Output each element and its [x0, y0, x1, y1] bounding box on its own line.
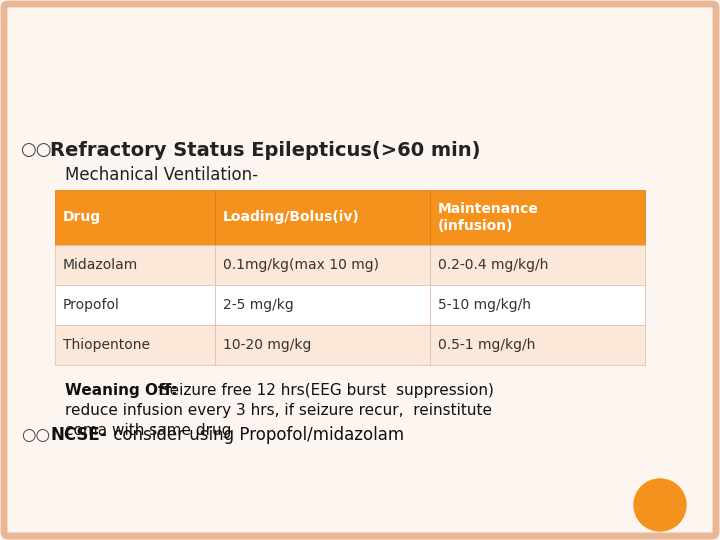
Bar — [430, 285, 645, 325]
Bar — [55, 245, 215, 285]
Text: 10-20 mg/kg: 10-20 mg/kg — [223, 338, 311, 352]
Text: Weaning Off:: Weaning Off: — [65, 383, 178, 398]
Bar — [215, 325, 430, 365]
Text: Midazolam: Midazolam — [63, 258, 138, 272]
Bar — [215, 245, 430, 285]
Text: coma with same drug: coma with same drug — [65, 423, 231, 438]
FancyBboxPatch shape — [4, 4, 716, 536]
Text: NCSE-: NCSE- — [50, 426, 107, 444]
Text: ○○: ○○ — [22, 426, 50, 444]
Text: ○○: ○○ — [20, 141, 52, 159]
Text: 2-5 mg/kg: 2-5 mg/kg — [223, 298, 294, 312]
Text: Drug: Drug — [63, 211, 101, 225]
Text: Maintenance
(infusion): Maintenance (infusion) — [438, 202, 539, 233]
Text: 5-10 mg/kg/h: 5-10 mg/kg/h — [438, 298, 531, 312]
Bar — [55, 325, 215, 365]
Text: consider using Propofol/midazolam: consider using Propofol/midazolam — [108, 426, 404, 444]
Bar — [55, 285, 215, 325]
Text: Loading/Bolus(iv): Loading/Bolus(iv) — [223, 211, 360, 225]
Bar — [430, 325, 645, 365]
Bar — [215, 285, 430, 325]
Circle shape — [634, 479, 686, 531]
Bar — [430, 190, 645, 245]
Text: Refractory Status Epilepticus(>60 min): Refractory Status Epilepticus(>60 min) — [50, 140, 480, 159]
Text: reduce infusion every 3 hrs, if seizure recur,  reinstitute: reduce infusion every 3 hrs, if seizure … — [65, 403, 492, 418]
Bar — [430, 245, 645, 285]
Text: Thiopentone: Thiopentone — [63, 338, 150, 352]
Text: 0.1mg/kg(max 10 mg): 0.1mg/kg(max 10 mg) — [223, 258, 379, 272]
Text: 0.2-0.4 mg/kg/h: 0.2-0.4 mg/kg/h — [438, 258, 549, 272]
Bar — [55, 190, 215, 245]
Text: 0.5-1 mg/kg/h: 0.5-1 mg/kg/h — [438, 338, 536, 352]
Text: Propofol: Propofol — [63, 298, 120, 312]
Bar — [215, 190, 430, 245]
Text: Mechanical Ventilation-: Mechanical Ventilation- — [65, 166, 258, 184]
Text: Seizure free 12 hrs(EEG burst  suppression): Seizure free 12 hrs(EEG burst suppressio… — [155, 383, 494, 398]
